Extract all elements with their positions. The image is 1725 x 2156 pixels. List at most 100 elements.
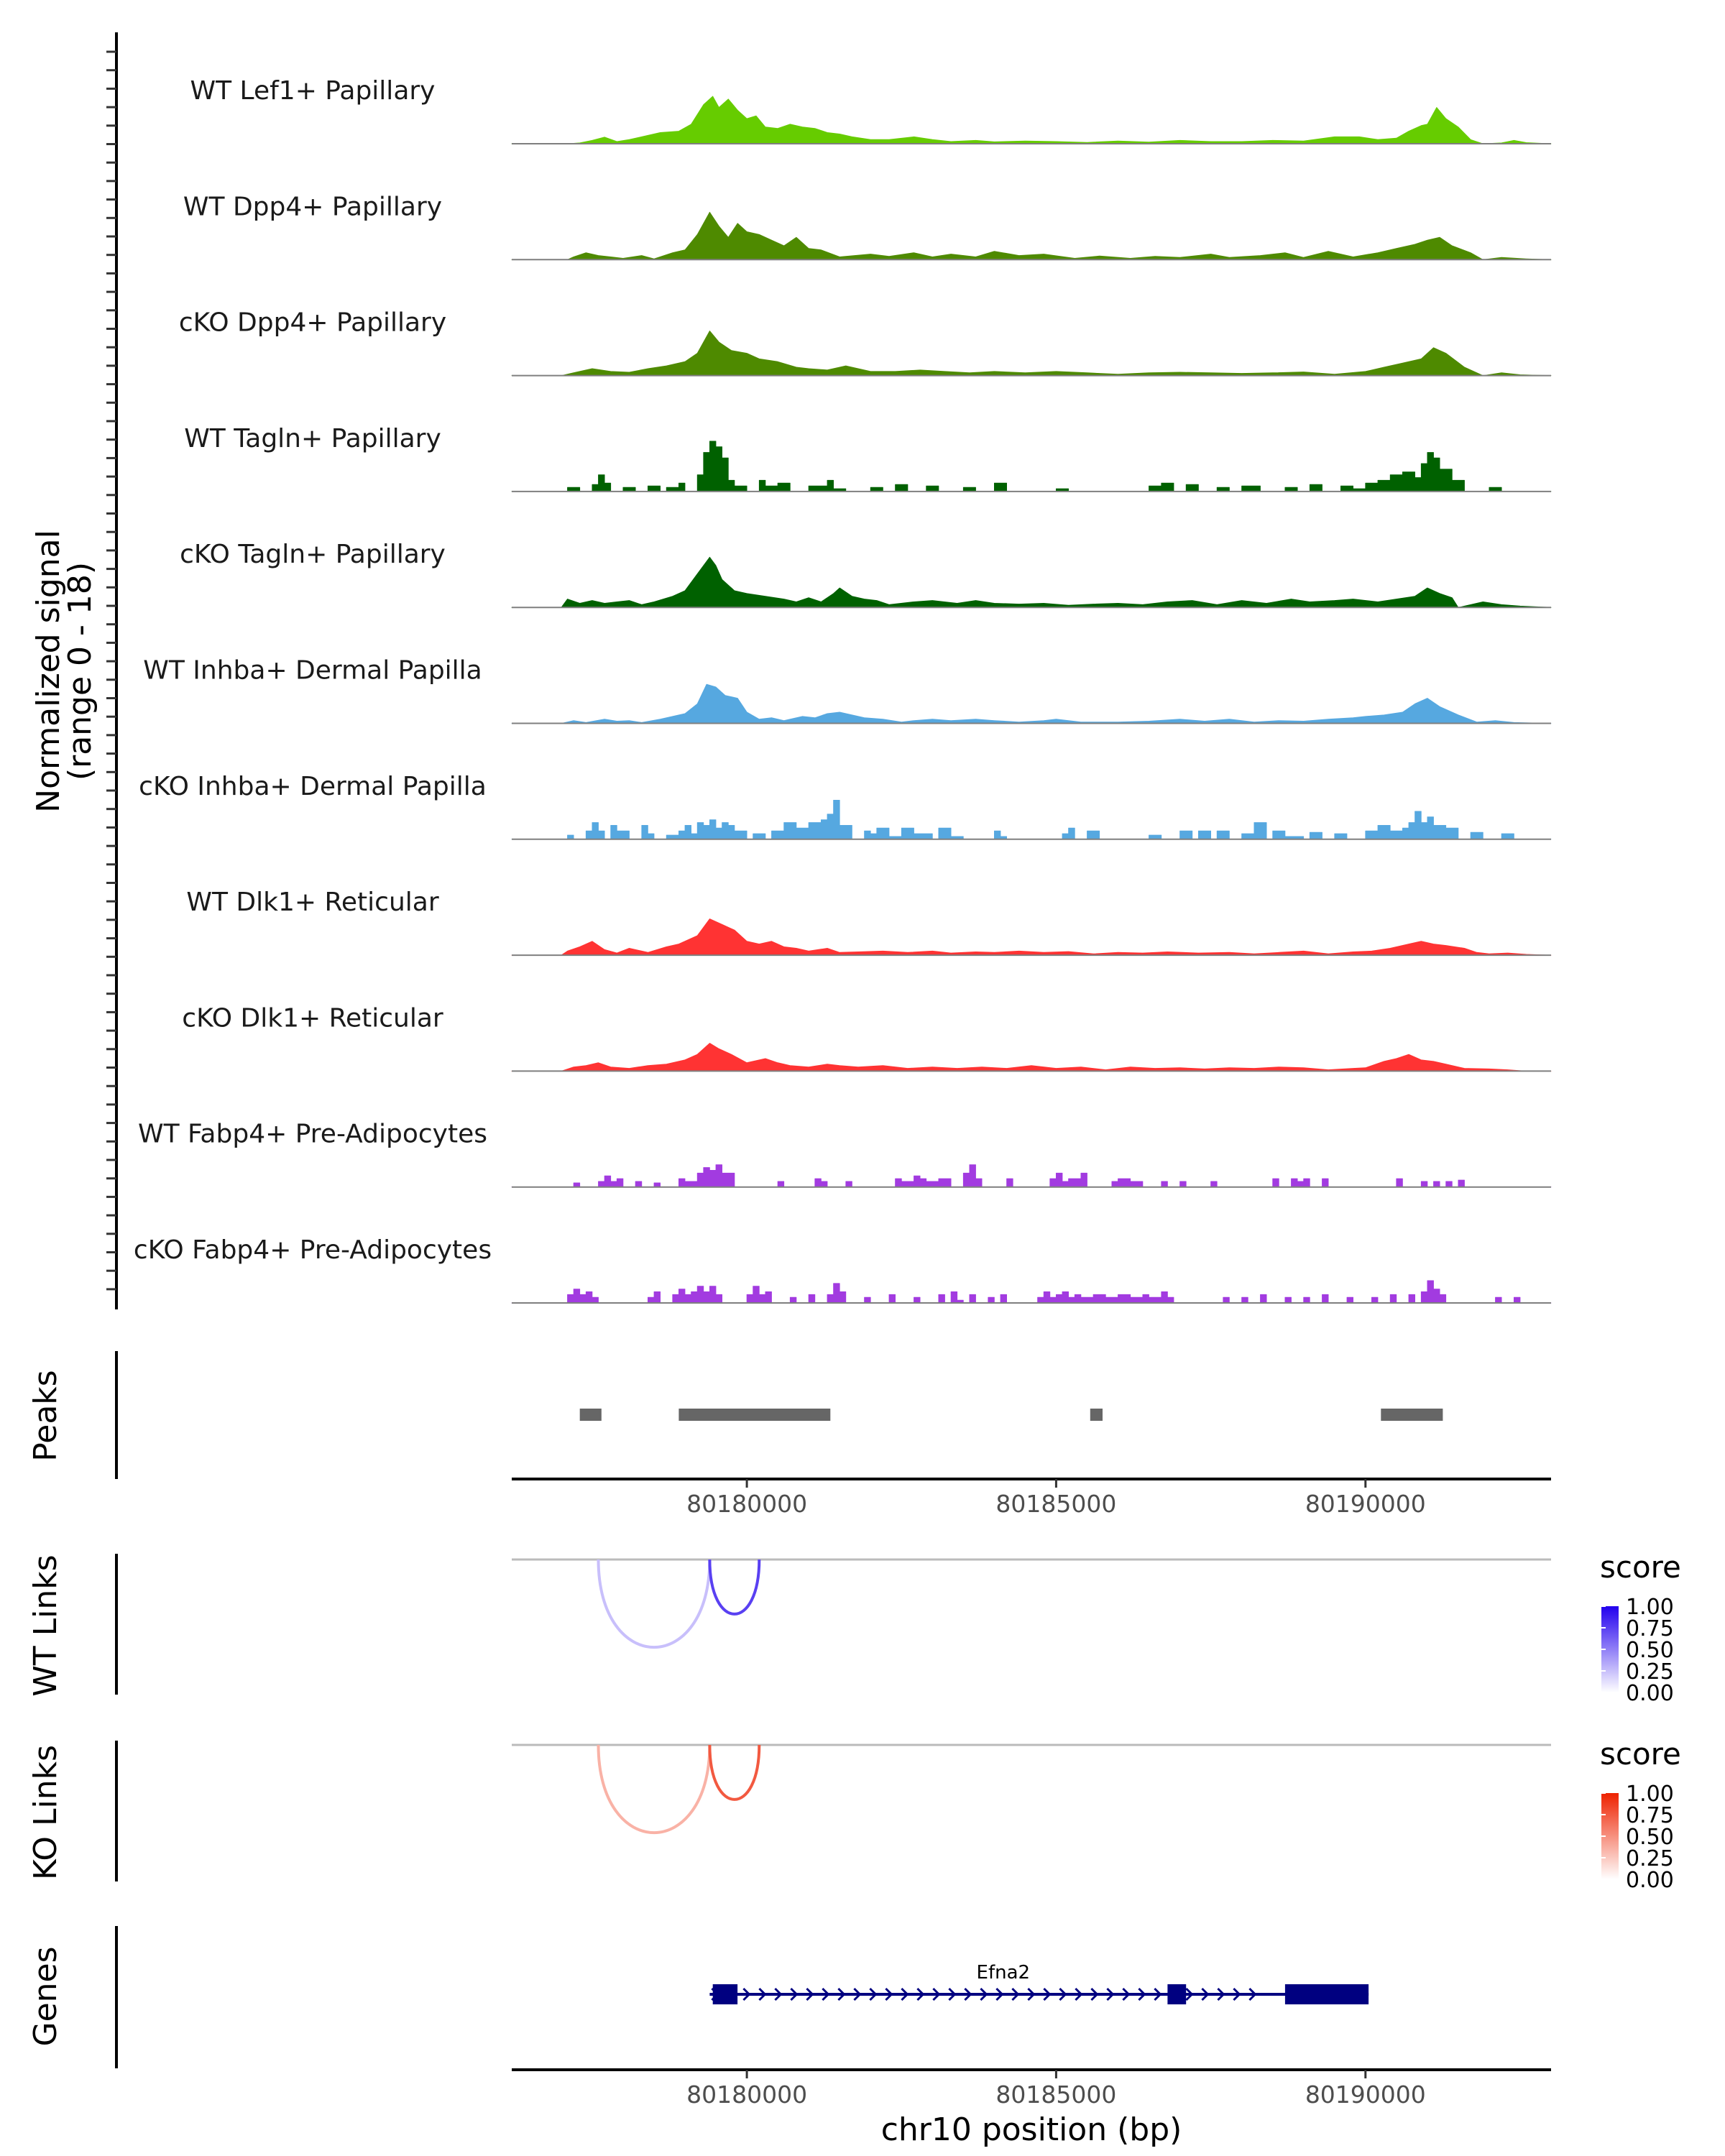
gene-name-label: Efna2: [977, 1962, 1031, 1984]
peak-range: [579, 1409, 602, 1421]
link-arc: [708, 1559, 761, 1616]
legend-tick-label: 0.00: [1626, 1868, 1674, 1893]
strand-arrow: [1059, 1987, 1067, 2001]
coverage-area: [511, 1043, 1552, 1072]
strand-arrow: [869, 1987, 878, 2001]
track-label: WT Inhba+ Dermal Papilla: [143, 656, 482, 686]
legend-tick-label: 0.25: [1626, 1659, 1674, 1685]
link-arc: [597, 1744, 712, 1835]
coverage-area: [511, 683, 1552, 724]
strand-arrow: [948, 1987, 957, 2001]
coverage-track: cKO Dpp4+ Papillary: [179, 308, 1552, 377]
track-label: WT Lef1+ Papillary: [190, 76, 436, 106]
links-panel: KO Links score 1.000.750.500.250.00: [27, 1736, 1681, 1893]
track-label: cKO Tagln+ Papillary: [180, 540, 446, 569]
coverage-track: cKO Fabp4+ Pre-Adipocytes: [134, 1235, 1552, 1304]
legend-tick-label: 0.50: [1626, 1825, 1674, 1850]
links-panel: WT Links score 1.000.750.500.250.00: [27, 1549, 1681, 1706]
strand-arrow: [932, 1987, 941, 2001]
coverage-track: WT Tagln+ Papillary: [184, 424, 1552, 492]
coverage-panel: Normalized signal (range 0 - 18) WT Lef1…: [30, 32, 1552, 1309]
links-panel-label: WT Links: [27, 1554, 64, 1696]
coverage-track: WT Dpp4+ Papillary: [183, 192, 1552, 261]
track-label: cKO Inhba+ Dermal Papilla: [139, 772, 487, 801]
coverage-area: [511, 96, 1552, 144]
strand-arrow: [853, 1987, 862, 2001]
legend-tick-label: 1.00: [1626, 1782, 1674, 1807]
track-label: WT Tagln+ Papillary: [184, 424, 441, 453]
coverage-area: [511, 800, 1552, 840]
coverage-tracks: WT Lef1+ Papillary WT Dpp4+ Papillary cKO …: [134, 76, 1552, 1304]
legend-title: score: [1600, 1549, 1681, 1585]
track-label: cKO Dlk1+ Reticular: [182, 1003, 443, 1033]
coverage-area: [511, 918, 1552, 956]
coverage-area: [511, 1280, 1552, 1304]
strand-arrow: [1027, 1987, 1036, 2001]
strand-arrow: [1185, 1987, 1194, 2001]
link-arc: [597, 1559, 712, 1649]
track-label: WT Dpp4+ Papillary: [183, 192, 442, 221]
legend-tick-label: 0.75: [1626, 1803, 1674, 1828]
coverage-track: cKO Tagln+ Papillary: [180, 540, 1552, 609]
strand-arrow: [980, 1987, 988, 2001]
coverage-track: WT Dlk1+ Reticular: [186, 888, 1552, 957]
coverage-track: WT Lef1+ Papillary: [190, 76, 1552, 144]
coverage-area: [511, 1164, 1552, 1188]
track-label: WT Fabp4+ Pre-Adipocytes: [138, 1120, 487, 1149]
legend-tick-label: 0.25: [1626, 1846, 1674, 1871]
genes-panel: Genes Efna2 80180000 80185000 80190000 chr…: [27, 1926, 1551, 2148]
coverage-track: WT Fabp4+ Pre-Adipocytes: [138, 1120, 1552, 1188]
strand-arrow: [916, 1987, 925, 2001]
peaks-panel: Peaks 80180000 80185000 80190000: [27, 1351, 1551, 1518]
x-tick-label: 80180000: [686, 2081, 807, 2109]
x-tick-label: 80190000: [1305, 2081, 1426, 2109]
strand-arrow: [1122, 1987, 1131, 2001]
x-tick-label: 80180000: [686, 1490, 807, 1518]
y-axis-title-line1: Normalized signal: [30, 530, 67, 813]
legend-tick-label: 0.00: [1626, 1681, 1674, 1706]
gene-exon: [1284, 1984, 1369, 2004]
link-arc: [708, 1744, 761, 1801]
strand-arrow: [1043, 1987, 1052, 2001]
peaks-panel-label: Peaks: [27, 1370, 64, 1461]
coverage-track: WT Inhba+ Dermal Papilla: [143, 656, 1552, 724]
genes-panel-label: Genes: [27, 1946, 64, 2046]
coverage-track: cKO Inhba+ Dermal Papilla: [139, 772, 1552, 840]
strand-arrow: [1106, 1987, 1115, 2001]
strand-arrow: [1217, 1987, 1225, 2001]
x-axis-title: chr10 position (bp): [881, 2111, 1182, 2148]
coverage-area: [511, 331, 1552, 376]
x-tick-label: 80190000: [1305, 1490, 1426, 1518]
strand-arrow: [995, 1987, 1004, 2001]
gene-model: Efna2: [709, 1962, 1369, 2004]
strand-arrow: [964, 1987, 972, 2001]
strand-arrow: [837, 1987, 846, 2001]
strand-arrow: [1233, 1987, 1241, 2001]
peak-range: [1381, 1409, 1443, 1421]
links-panel-label: KO Links: [27, 1745, 64, 1880]
strand-arrow: [806, 1987, 814, 2001]
legend-tick-label: 0.50: [1626, 1638, 1674, 1663]
track-label: cKO Dpp4+ Papillary: [179, 308, 446, 338]
genes-x-ticks: 80180000 80185000 80190000: [686, 2070, 1426, 2109]
gene-exon: [1167, 1984, 1187, 2004]
strand-arrow: [1154, 1987, 1162, 2001]
y-axis-title-line2: (range 0 - 18): [62, 562, 98, 780]
legend-title: score: [1600, 1736, 1681, 1772]
strand-arrow: [790, 1987, 799, 2001]
strand-arrow: [1090, 1987, 1099, 2001]
peak-ranges: [579, 1409, 1443, 1421]
strand-arrow: [1201, 1987, 1210, 2001]
strand-arrow: [1138, 1987, 1146, 2001]
track-label: WT Dlk1+ Reticular: [186, 888, 438, 917]
x-tick-label: 80185000: [995, 1490, 1116, 1518]
strand-arrow: [901, 1987, 909, 2001]
peak-range: [678, 1409, 831, 1421]
strand-arrow: [774, 1987, 783, 2001]
track-label: cKO Fabp4+ Pre-Adipocytes: [134, 1235, 492, 1265]
legend-tick-label: 0.75: [1626, 1616, 1674, 1641]
coverage-area: [511, 441, 1552, 492]
strand-arrow: [1075, 1987, 1083, 2001]
